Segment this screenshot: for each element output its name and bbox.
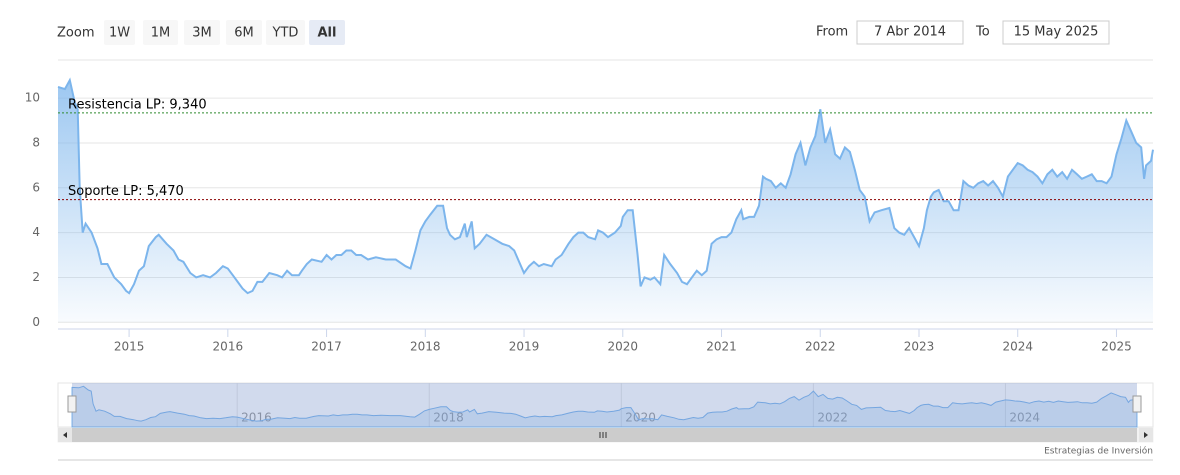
navigator-area: [71, 385, 1138, 428]
zoom-button-label[interactable]: 6M: [234, 26, 254, 41]
navigator-mask[interactable]: [72, 383, 1137, 427]
zoom-button[interactable]: [309, 20, 345, 45]
arrow-right: [1144, 432, 1148, 438]
y-tick-label: 0: [32, 315, 40, 329]
from-label: From: [816, 25, 848, 40]
to-date[interactable]: 15 May 2025: [1014, 25, 1099, 40]
credits[interactable]: Estrategias de Inversión: [1044, 446, 1153, 457]
x-tick-label: 2024: [1002, 340, 1033, 354]
x-tick-label: 2025: [1101, 340, 1132, 354]
plot-line-label: Soporte LP: 5,470: [68, 184, 184, 199]
x-tick-label: 2015: [114, 340, 145, 354]
navigator-tick-label: 2022: [817, 411, 848, 425]
zoom-button-label[interactable]: 1M: [151, 26, 171, 41]
navigator-tick-label: 2018: [433, 411, 464, 425]
x-tick-label: 2017: [311, 340, 342, 354]
arrow-left: [63, 432, 67, 438]
navigator-handle-left[interactable]: [67, 395, 77, 413]
navigator-tick-label: 2016: [241, 411, 272, 425]
to-input[interactable]: [1002, 20, 1110, 45]
zoom-label: Zoom: [57, 26, 94, 41]
area-line: [57, 77, 1154, 295]
y-tick-label: 10: [25, 91, 40, 105]
x-tick-label: 2022: [805, 340, 836, 354]
to-label: To: [975, 25, 990, 40]
area-fill: [58, 80, 1153, 323]
from-date[interactable]: 7 Abr 2014: [874, 25, 946, 40]
zoom-button-label[interactable]: 3M: [192, 26, 212, 41]
navigator-handle-right[interactable]: [1132, 395, 1142, 413]
x-tick-label: 2018: [410, 340, 441, 354]
x-tick-label: 2020: [608, 340, 639, 354]
navigator-tick-label: 2024: [1009, 411, 1040, 425]
zoom-button-label[interactable]: 1W: [109, 26, 130, 41]
zoom-button[interactable]: [266, 20, 305, 45]
y-tick-label: 4: [32, 225, 40, 239]
zoom-button-label[interactable]: All: [318, 26, 337, 41]
x-tick-label: 2016: [213, 340, 244, 354]
y-tick-label: 6: [32, 180, 40, 194]
navigator-tick-label: 2020: [625, 411, 656, 425]
zoom-button[interactable]: [226, 20, 262, 45]
from-input[interactable]: [856, 20, 964, 45]
x-tick-label: 2021: [706, 340, 737, 354]
scrollbar-thumb[interactable]: [72, 428, 1137, 442]
zoom-button-label[interactable]: YTD: [272, 26, 299, 41]
y-tick-label: 8: [32, 135, 40, 149]
x-tick-label: 2019: [509, 340, 540, 354]
plot-line-label: Resistencia LP: 9,340: [68, 97, 207, 112]
scrollbar-grip: [599, 432, 607, 438]
y-tick-label: 2: [32, 270, 40, 284]
zoom-button[interactable]: [184, 20, 220, 45]
x-tick-label: 2023: [904, 340, 935, 354]
navigator[interactable]: [57, 382, 1154, 428]
zoom-button[interactable]: [143, 20, 178, 45]
zoom-button[interactable]: [104, 20, 135, 45]
